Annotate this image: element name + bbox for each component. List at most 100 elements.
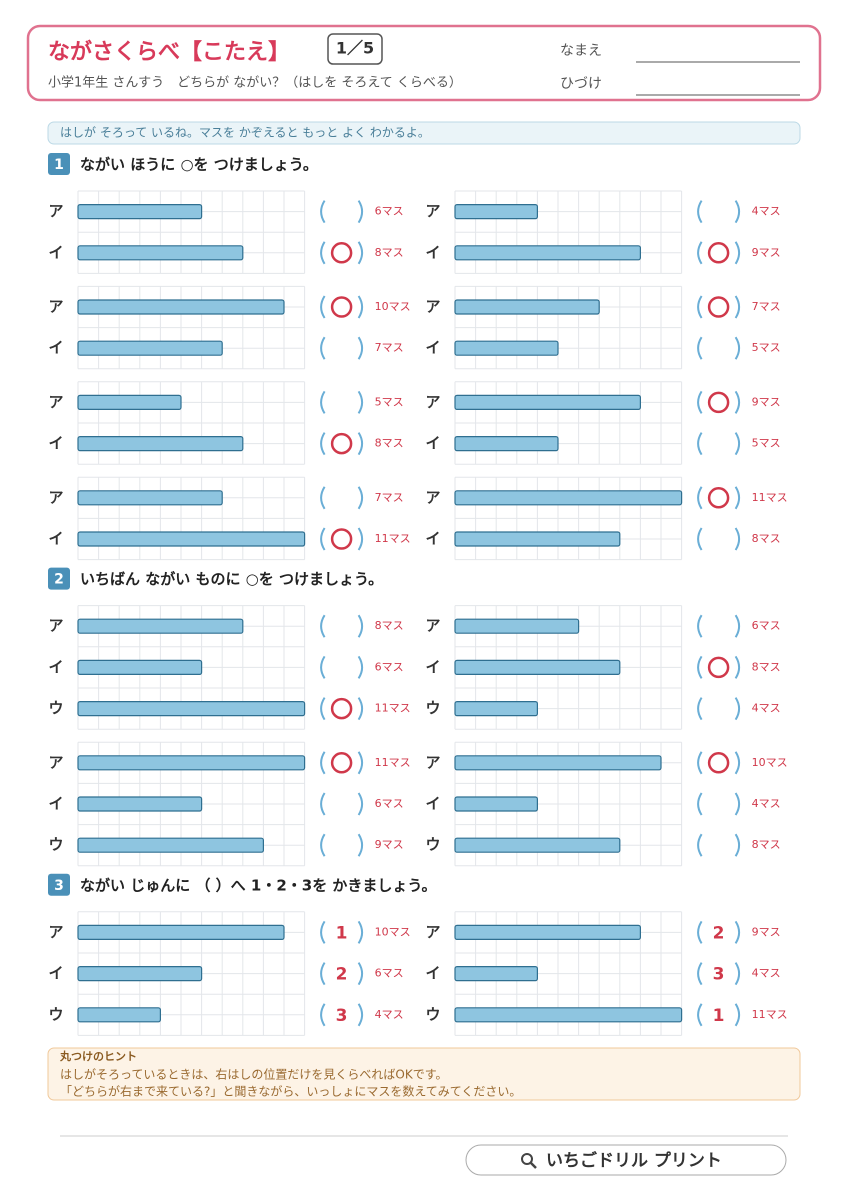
- paren: [357, 1003, 364, 1027]
- instruction: いちばん ながい ものに ○を つけましょう。: [80, 570, 383, 588]
- row-label: イ: [425, 339, 440, 357]
- paren: [734, 697, 741, 721]
- paren: [320, 792, 326, 816]
- row-label: イ: [48, 434, 63, 452]
- row-label: ウ: [48, 699, 63, 717]
- bar: [77, 1007, 162, 1023]
- section-number: 1: [54, 157, 64, 173]
- row-label: ア: [425, 298, 440, 316]
- paren: [697, 697, 703, 721]
- name-label: なまえ: [560, 43, 602, 59]
- header-box: [26, 24, 822, 102]
- row-label: イ: [425, 658, 440, 676]
- bar: [454, 700, 539, 717]
- paren: [320, 962, 326, 986]
- search-icon: [521, 1153, 533, 1165]
- bar: [77, 436, 244, 452]
- paren: [697, 920, 703, 944]
- title: ながさくらべ【こたえ】: [48, 39, 290, 65]
- paren: [357, 486, 364, 510]
- answer: 2: [713, 923, 725, 943]
- paren: [357, 336, 364, 360]
- length-label: 9マス: [752, 925, 781, 938]
- paren: [734, 920, 741, 944]
- length-label: 4マス: [752, 967, 781, 980]
- section-number: 2: [54, 572, 64, 588]
- paren: [357, 792, 364, 816]
- paren: [734, 792, 741, 816]
- length-label: 4マス: [752, 702, 781, 715]
- answer: 3: [713, 965, 725, 985]
- length-label: 10マス: [752, 756, 788, 769]
- paren: [697, 751, 703, 775]
- brand: いちごドリル プリント: [546, 1150, 722, 1171]
- row-label: イ: [425, 243, 440, 261]
- instruction: ながい ほうに ○を つけましょう。: [80, 156, 318, 174]
- hint-line: 「どちらが右まで来ている?」と聞きながら、いっしょにマスを数えてみてください。: [60, 1084, 521, 1099]
- length-label: 11マス: [375, 756, 411, 769]
- row-label: イ: [48, 243, 63, 261]
- paren: [697, 336, 703, 360]
- paren: [320, 295, 326, 319]
- paren: [320, 614, 326, 638]
- section-badge: [48, 153, 70, 175]
- paren: [697, 833, 703, 857]
- bar: [454, 531, 621, 547]
- row-label: ウ: [48, 1005, 63, 1023]
- row-label: イ: [425, 530, 440, 548]
- length-label: 6マス: [752, 619, 781, 632]
- row-label: ア: [425, 753, 440, 771]
- paren: [734, 614, 741, 638]
- answer-circle: [707, 752, 730, 774]
- length-label: 10マス: [375, 300, 411, 313]
- paren: [357, 527, 364, 551]
- row-label: ア: [48, 923, 63, 941]
- paren: [734, 432, 741, 456]
- bar: [454, 837, 621, 853]
- bar: [77, 490, 223, 506]
- paren: [734, 486, 741, 510]
- length-label: 11マス: [752, 1008, 788, 1021]
- row-label: イ: [425, 964, 440, 982]
- paren: [320, 241, 326, 265]
- paren: [357, 751, 364, 775]
- paren: [357, 200, 364, 224]
- paren: [697, 614, 703, 638]
- bar: [454, 340, 559, 356]
- bar: [77, 204, 203, 220]
- page-box: [327, 33, 383, 65]
- answer-circle: [707, 296, 730, 318]
- length-label: 4マス: [752, 797, 781, 810]
- answer-circle: [707, 656, 730, 679]
- paren: [320, 527, 326, 551]
- paren: [734, 390, 741, 414]
- answer: 1: [336, 923, 348, 943]
- length-label: 11マス: [375, 532, 411, 545]
- answer-circle: [707, 391, 730, 414]
- length-label: 5マス: [752, 437, 781, 450]
- bar: [454, 965, 539, 982]
- paren: [734, 1003, 741, 1027]
- bar: [454, 796, 539, 812]
- paren: [734, 962, 741, 986]
- paren: [320, 336, 326, 360]
- paren: [357, 614, 364, 638]
- bar: [77, 394, 182, 410]
- bar: [454, 490, 683, 506]
- length-label: 6マス: [375, 660, 404, 673]
- paren: [697, 390, 703, 414]
- paren: [357, 920, 364, 944]
- answer-circle: [707, 487, 730, 509]
- paren: [734, 751, 741, 775]
- footer-pill: [465, 1144, 787, 1176]
- paren: [697, 486, 703, 510]
- paren: [320, 697, 326, 721]
- paren: [734, 527, 741, 551]
- paren: [357, 833, 364, 857]
- length-label: 7マス: [375, 341, 404, 354]
- length-label: 11マス: [375, 702, 411, 715]
- paren: [734, 200, 741, 224]
- row-label: ウ: [48, 836, 63, 854]
- bar: [454, 659, 621, 676]
- bar: [454, 436, 559, 452]
